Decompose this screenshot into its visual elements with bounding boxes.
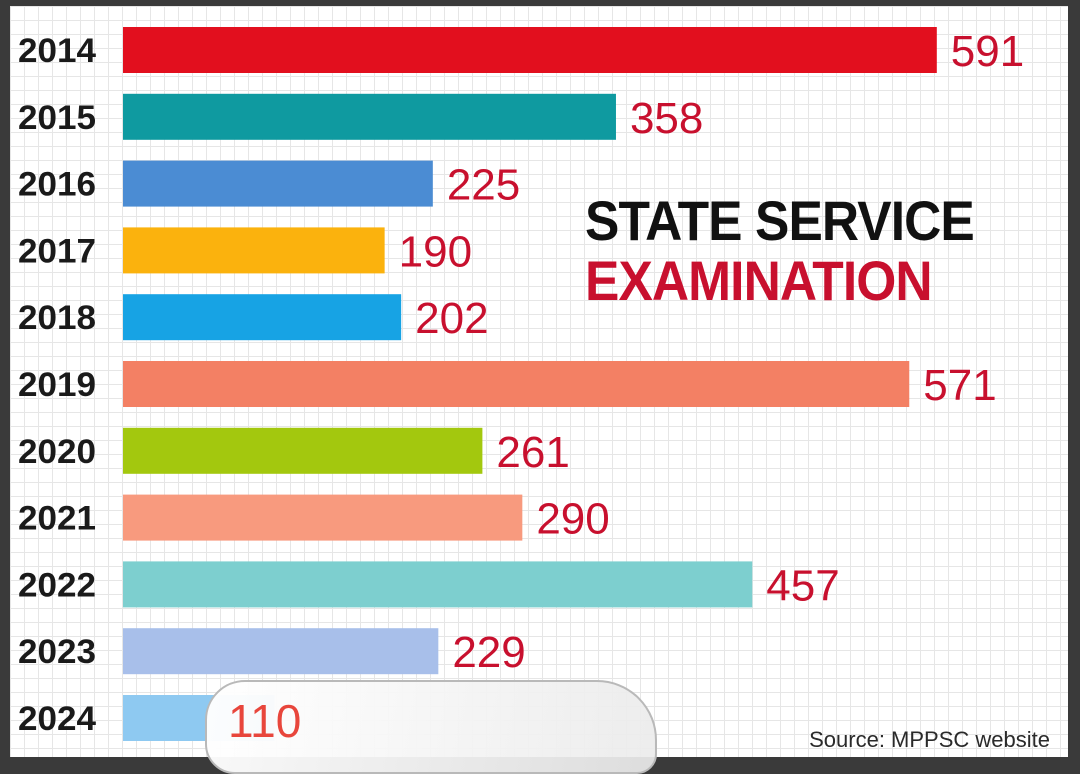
- chart-card: 2014 591 2015 358 2016 225 2017 190 2018 202 2019 5…: [10, 6, 1068, 757]
- title-line-2: EXAMINATION: [585, 249, 933, 313]
- value-label-2018: 202: [415, 294, 488, 343]
- year-label-2019: 2019: [18, 366, 96, 404]
- bar-2021: [123, 494, 523, 541]
- source-note: Source: MPPSC website: [809, 727, 1050, 752]
- bar-2017: [123, 227, 385, 274]
- value-label-2022: 457: [766, 561, 839, 610]
- bar-2018: [123, 294, 402, 341]
- value-label-2014: 591: [951, 27, 1024, 76]
- bar-2020: [123, 427, 483, 474]
- value-label-2023: 229: [452, 628, 525, 677]
- value-label-2021: 290: [536, 495, 609, 544]
- bar-2016: [123, 160, 433, 207]
- year-label-2014: 2014: [18, 32, 96, 70]
- year-label-2017: 2017: [18, 232, 96, 270]
- bar-2019: [123, 361, 910, 407]
- year-label-2023: 2023: [18, 633, 96, 671]
- value-label-2020: 261: [496, 428, 569, 477]
- year-label-2015: 2015: [18, 99, 96, 137]
- chart-title: STATE SERVICE EXAMINATION: [585, 189, 975, 313]
- bar-2022: [123, 561, 753, 608]
- year-label-2016: 2016: [18, 166, 96, 204]
- value-label-2016: 225: [447, 161, 520, 210]
- year-label-2021: 2021: [18, 500, 96, 538]
- bar-2015: [123, 93, 616, 140]
- bar-2014: [123, 27, 937, 73]
- highlight-value-label: 110: [228, 695, 302, 747]
- year-label-2024: 2024: [18, 700, 96, 738]
- value-label-2019: 571: [923, 361, 996, 410]
- year-label-2022: 2022: [18, 566, 96, 604]
- value-label-2017: 190: [399, 227, 472, 276]
- bar-chart: 2014 591 2015 358 2016 225 2017 190 2018 202 2019 5…: [18, 27, 1024, 741]
- title-line-1: STATE SERVICE: [585, 189, 975, 252]
- year-label-2020: 2020: [18, 433, 96, 471]
- bar-2023: [123, 628, 439, 675]
- year-label-2018: 2018: [18, 299, 96, 337]
- value-label-2015: 358: [630, 94, 703, 143]
